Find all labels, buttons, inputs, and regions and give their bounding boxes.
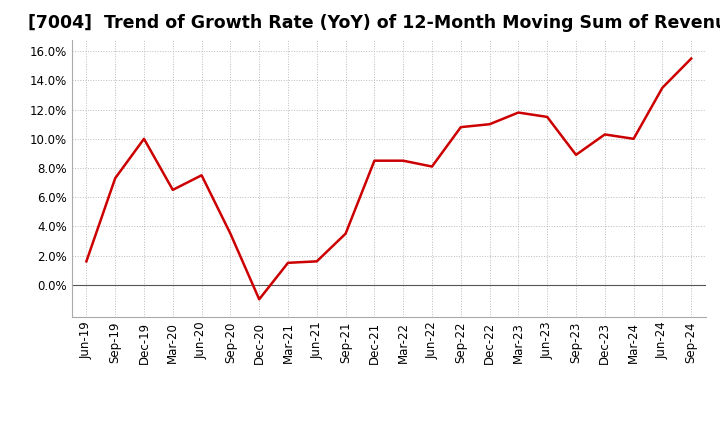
Title: [7004]  Trend of Growth Rate (YoY) of 12-Month Moving Sum of Revenues: [7004] Trend of Growth Rate (YoY) of 12-… bbox=[28, 15, 720, 33]
